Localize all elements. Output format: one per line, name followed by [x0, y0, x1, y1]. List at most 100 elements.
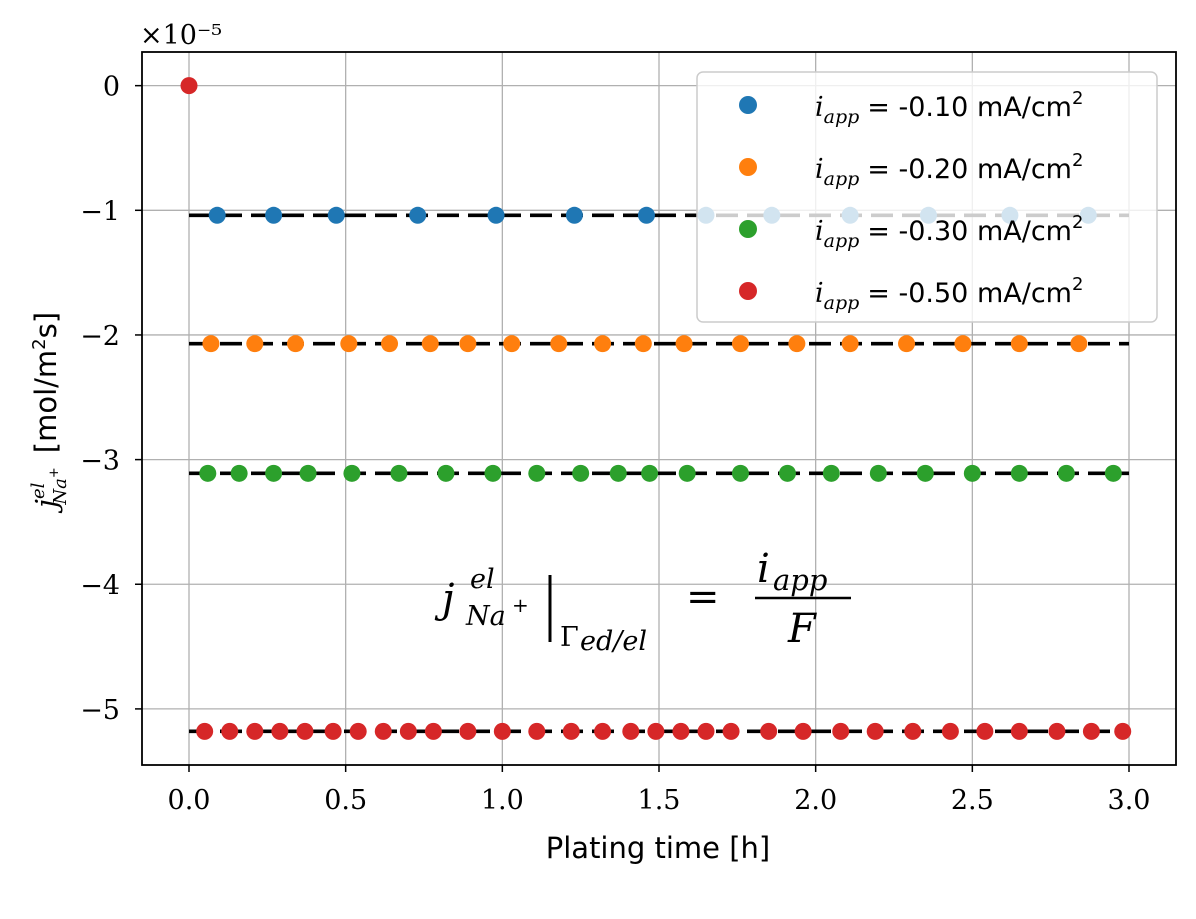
data-point: [866, 722, 884, 740]
x-axis-label: Plating time [h]: [546, 831, 771, 865]
x-tick-label: 1.0: [481, 785, 524, 816]
x-tick-label: 0.5: [324, 785, 367, 816]
data-point: [565, 206, 583, 224]
data-point: [722, 722, 740, 740]
equation-bar-sub-rest: ed/el: [580, 626, 647, 657]
y-axis-label-unit-sup: 2: [29, 338, 50, 349]
y-tick-label: −1: [80, 196, 120, 227]
x-tick-label: 1.5: [638, 785, 681, 816]
data-point: [528, 464, 546, 482]
data-point: [963, 464, 981, 482]
legend: iapp = -0.10 mA/cm2 iapp = -0.20 mA/cm2 iapp…: [696, 71, 1158, 323]
data-point: [647, 722, 665, 740]
data-point: [202, 335, 220, 353]
data-point: [374, 722, 392, 740]
data-point: [409, 206, 427, 224]
data-point: [954, 335, 972, 353]
data-point: [246, 335, 264, 353]
equation-denominator: F: [787, 606, 817, 652]
data-point: [898, 335, 916, 353]
y-tick-label: −3: [80, 446, 120, 477]
legend-marker: [739, 158, 757, 176]
y-tick-label: −2: [80, 321, 120, 352]
data-point: [1010, 335, 1028, 353]
y-axis-multiplier: ×10⁻⁵: [140, 20, 222, 51]
legend-label: iapp = -0.10 mA/cm2: [815, 88, 1083, 128]
data-point: [634, 335, 652, 353]
data-point: [343, 464, 361, 482]
x-axis-ticks: 0.0 0.5 1.0 1.5 2.0 2.5 3.0: [168, 765, 1150, 816]
legend-label: iapp = -0.50 mA/cm2: [815, 274, 1083, 314]
data-point: [493, 722, 511, 740]
y-axis-label-symbol-sub: Na: [50, 478, 71, 505]
data-point: [1010, 464, 1028, 482]
data-point: [550, 335, 568, 353]
equation-lhs-sub: Na: [465, 601, 506, 632]
equation-lhs-sub-sup: +: [512, 593, 529, 617]
data-point: [503, 335, 521, 353]
data-point: [390, 464, 408, 482]
data-point: [697, 722, 715, 740]
data-point: [230, 464, 248, 482]
data-point: [1010, 722, 1028, 740]
data-point: [841, 335, 859, 353]
data-point: [208, 206, 226, 224]
data-point: [381, 335, 399, 353]
data-point: [832, 722, 850, 740]
equation-annotation: j el Na + Γ ed/el = i app F: [434, 546, 851, 657]
svg-text:jelNa+[mol/m2s]: jelNa+[mol/m2s]: [28, 312, 71, 514]
data-point: [246, 722, 264, 740]
data-point: [672, 722, 690, 740]
data-point: [424, 722, 442, 740]
legend-box: [696, 71, 1158, 323]
data-point: [180, 77, 198, 95]
legend-label: iapp = -0.20 mA/cm2: [815, 150, 1083, 190]
data-point: [794, 722, 812, 740]
data-point: [622, 722, 640, 740]
data-point: [572, 464, 590, 482]
data-point: [1048, 722, 1066, 740]
data-point: [528, 722, 546, 740]
data-point: [1104, 464, 1122, 482]
y-axis-label-unit-post: s]: [29, 312, 63, 338]
data-point: [459, 722, 477, 740]
y-axis-label-symbol-sup: el: [28, 482, 49, 499]
y-axis-label-symbol-subsup: +: [47, 467, 62, 478]
x-tick-label: 0.0: [168, 785, 211, 816]
data-point: [399, 722, 417, 740]
data-point: [678, 464, 696, 482]
data-point: [1070, 335, 1088, 353]
data-point: [437, 464, 455, 482]
equation-numerator-sub: app: [773, 563, 827, 597]
data-point: [459, 335, 477, 353]
data-point: [822, 464, 840, 482]
data-point: [221, 722, 239, 740]
data-point: [199, 464, 217, 482]
data-point: [327, 206, 345, 224]
x-tick-label: 2.5: [951, 785, 994, 816]
data-point: [731, 335, 749, 353]
y-tick-label: 0: [103, 72, 120, 103]
data-point: [976, 722, 994, 740]
data-point: [196, 722, 214, 740]
data-point: [594, 335, 612, 353]
data-point: [349, 722, 367, 740]
legend-marker: [739, 96, 757, 114]
data-point: [731, 464, 749, 482]
legend-label: iapp = -0.30 mA/cm2: [815, 212, 1083, 252]
legend-marker: [739, 220, 757, 238]
data-point: [609, 464, 627, 482]
data-point: [271, 722, 289, 740]
data-point: [1057, 464, 1075, 482]
data-point: [778, 464, 796, 482]
data-point: [265, 206, 283, 224]
data-point: [788, 335, 806, 353]
equation-numerator-i: i: [757, 546, 770, 592]
data-point: [1082, 722, 1100, 740]
data-point: [675, 335, 693, 353]
equation-lhs-sup: el: [470, 564, 495, 595]
x-tick-label: 2.0: [794, 785, 837, 816]
data-point: [324, 722, 342, 740]
data-point: [637, 206, 655, 224]
